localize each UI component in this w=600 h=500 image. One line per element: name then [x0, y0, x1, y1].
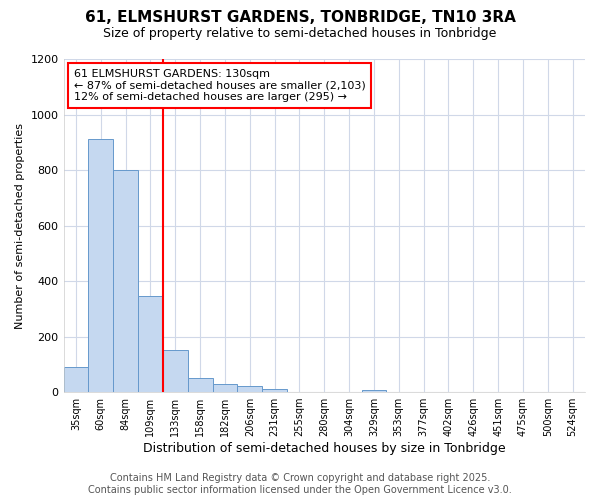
- Bar: [362, 390, 386, 392]
- Bar: [64, 367, 88, 392]
- Text: Contains HM Land Registry data © Crown copyright and database right 2025.
Contai: Contains HM Land Registry data © Crown c…: [88, 474, 512, 495]
- Bar: [88, 140, 113, 392]
- Bar: [113, 170, 138, 392]
- Bar: [262, 390, 287, 392]
- X-axis label: Distribution of semi-detached houses by size in Tonbridge: Distribution of semi-detached houses by …: [143, 442, 506, 455]
- Bar: [238, 386, 262, 392]
- Y-axis label: Number of semi-detached properties: Number of semi-detached properties: [15, 122, 25, 328]
- Bar: [212, 384, 238, 392]
- Bar: [138, 296, 163, 392]
- Text: 61, ELMSHURST GARDENS, TONBRIDGE, TN10 3RA: 61, ELMSHURST GARDENS, TONBRIDGE, TN10 3…: [85, 10, 515, 25]
- Text: Size of property relative to semi-detached houses in Tonbridge: Size of property relative to semi-detach…: [103, 28, 497, 40]
- Bar: [188, 378, 212, 392]
- Bar: [163, 350, 188, 392]
- Text: 61 ELMSHURST GARDENS: 130sqm
← 87% of semi-detached houses are smaller (2,103)
1: 61 ELMSHURST GARDENS: 130sqm ← 87% of se…: [74, 69, 366, 102]
